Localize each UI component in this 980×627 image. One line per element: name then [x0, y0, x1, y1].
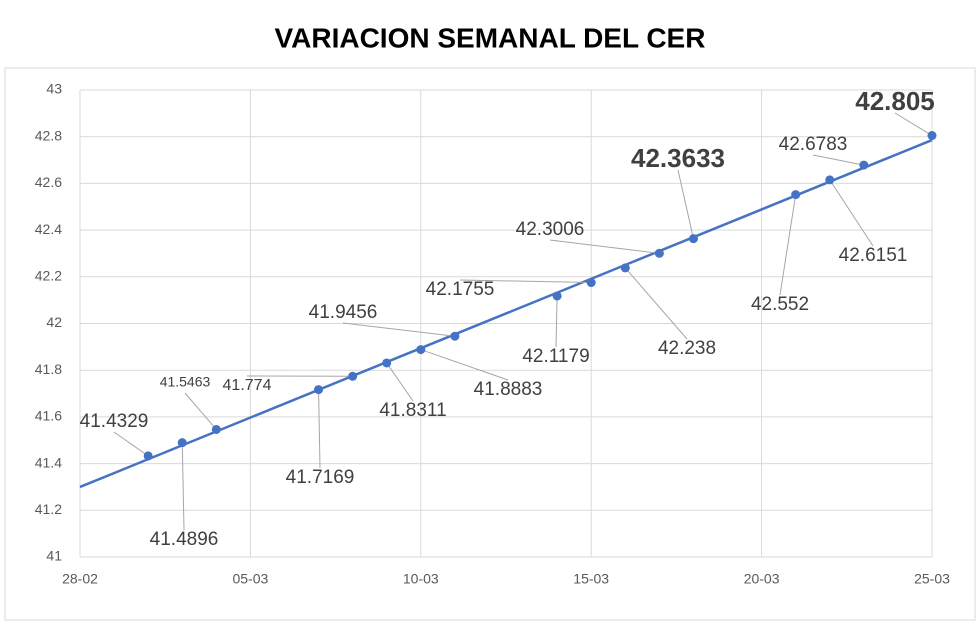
y-tick-label: 42.2 — [35, 268, 62, 284]
leader-line — [386, 362, 414, 402]
data-point — [791, 190, 801, 200]
data-point — [450, 331, 460, 341]
data-point — [586, 278, 596, 288]
data-point — [211, 424, 221, 434]
leader-line — [894, 112, 933, 136]
leader-line — [318, 389, 321, 469]
y-tick-label: 41.2 — [35, 501, 62, 517]
data-point — [382, 358, 392, 368]
x-tick-label: 10-03 — [403, 571, 439, 587]
data-label: 41.8883 — [474, 379, 543, 400]
data-label: 42.552 — [751, 294, 809, 315]
data-point — [314, 385, 324, 395]
data-point — [927, 131, 937, 141]
leader-line — [555, 295, 558, 348]
leader-line — [624, 267, 688, 340]
y-tick-label: 42.8 — [35, 127, 62, 143]
data-label: 41.5463 — [160, 374, 211, 390]
data-point — [416, 345, 426, 355]
leader-line — [184, 392, 217, 430]
chart-title: VARIACION SEMANAL DEL CER — [275, 22, 706, 53]
data-point — [177, 438, 187, 448]
data-point — [825, 175, 835, 185]
leader-line — [812, 154, 864, 166]
leader-line — [181, 442, 185, 531]
y-tick-label: 42.6 — [35, 174, 62, 190]
data-label: 42.1179 — [522, 346, 589, 367]
y-tick-label: 41.8 — [35, 361, 62, 377]
leader-line — [113, 431, 149, 457]
x-tick-label: 05-03 — [232, 571, 268, 587]
data-point — [620, 263, 630, 273]
data-point — [688, 234, 698, 244]
data-label: 41.774 — [223, 377, 272, 394]
data-label: 41.4329 — [80, 411, 149, 432]
leader-line — [420, 349, 509, 381]
leader-line — [549, 239, 660, 254]
y-tick-label: 41.6 — [35, 408, 62, 424]
leader-line — [829, 179, 874, 247]
data-label: 42.3006 — [516, 219, 585, 240]
data-point — [552, 291, 562, 301]
data-label: 41.4896 — [150, 529, 219, 550]
data-point — [348, 371, 358, 381]
data-label: 42.1755 — [426, 279, 495, 300]
data-label: 42.3633 — [631, 143, 725, 173]
data-label: 42.805 — [855, 86, 935, 116]
y-tick-label: 42.4 — [35, 221, 62, 237]
leader-line — [779, 194, 797, 296]
x-tick-label: 15-03 — [573, 571, 609, 587]
data-label: 41.9456 — [309, 302, 378, 323]
chart-frame — [4, 67, 976, 621]
leader-line — [677, 169, 694, 239]
y-tick-label: 41 — [46, 548, 62, 564]
data-label: 42.6783 — [779, 134, 848, 155]
data-label: 41.8311 — [379, 400, 446, 421]
y-tick-label: 43 — [46, 81, 62, 97]
trendline — [79, 138, 933, 489]
leader-line — [459, 279, 592, 284]
x-tick-label: 20-03 — [744, 571, 780, 587]
y-tick-label: 42 — [46, 314, 62, 330]
leader-line — [342, 322, 455, 337]
y-tick-label: 41.4 — [35, 454, 62, 470]
data-label: 42.238 — [658, 338, 716, 359]
x-tick-label: 25-03 — [914, 571, 950, 587]
data-point — [859, 160, 869, 170]
x-tick-label: 28-02 — [62, 571, 98, 587]
data-label: 42.6151 — [839, 245, 908, 266]
data-point — [654, 248, 664, 258]
data-point — [143, 451, 153, 461]
data-label: 41.7169 — [286, 467, 355, 488]
